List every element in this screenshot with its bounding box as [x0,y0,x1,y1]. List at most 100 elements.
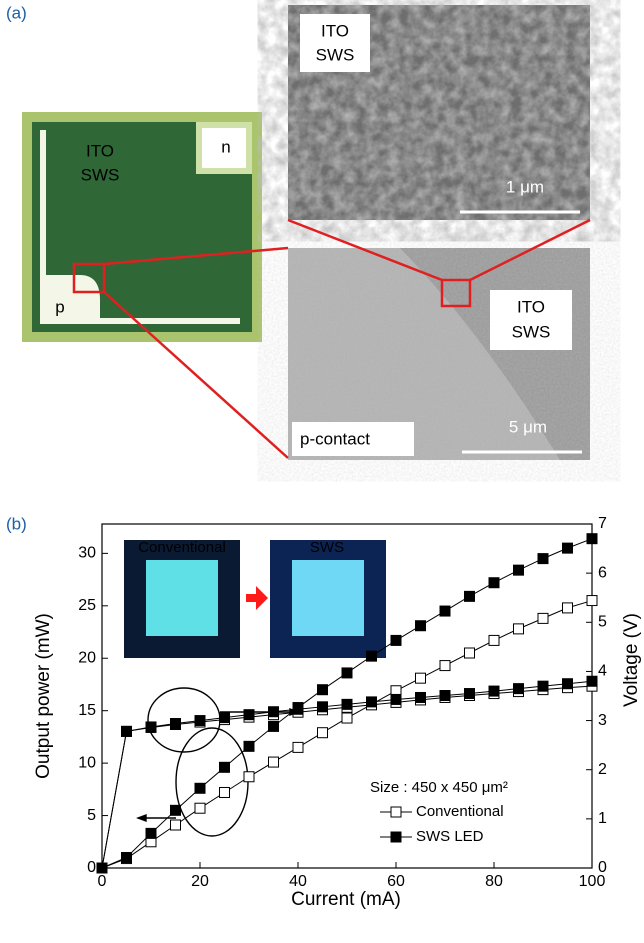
marker [293,704,303,714]
marker [489,635,499,645]
marker [122,726,132,736]
marker [391,694,401,704]
marker [269,757,279,767]
marker [465,648,475,658]
marker [538,554,548,564]
sem-region-text: SWS [316,45,355,64]
marker [514,624,524,634]
marker [342,668,352,678]
y-axis-label: Output power (mW) [33,613,54,779]
marker [122,853,132,863]
y2-tick-label: 4 [598,663,607,680]
n-pad-label: n [221,137,230,156]
marker [587,596,597,606]
marker [538,613,548,623]
chip-region-text: SWS [81,165,120,184]
panel-label: (b) [6,514,27,533]
y2-tick-label: 0 [598,859,607,876]
y-tick-label: 30 [78,545,96,562]
marker [514,565,524,575]
marker [220,762,230,772]
sem-region-text: SWS [512,322,551,341]
marker [587,534,597,544]
y2-axis-label: Voltage (V) [621,613,642,707]
sem-region-text: ITO [517,297,545,316]
marker [465,689,475,699]
legend-marker [391,807,401,817]
x-tick-label: 20 [191,873,209,890]
inset-label: Conventional [138,539,226,556]
marker [195,783,205,793]
x-tick-label: 40 [289,873,307,890]
marker [269,721,279,731]
marker [489,686,499,696]
marker [146,722,156,732]
marker [563,679,573,689]
marker [293,742,303,752]
figure: (a) ITO SWS n p ITO SWS 1 μm ITO SWS p-c… [0,0,644,938]
marker [440,606,450,616]
y-tick-label: 5 [87,807,96,824]
y2-tick-label: 5 [598,614,607,631]
marker [171,820,181,830]
marker [97,863,107,873]
marker [538,681,548,691]
marker [342,713,352,723]
marker [416,692,426,702]
marker [440,691,450,701]
marker [244,741,254,751]
y2-tick-label: 3 [598,712,607,729]
marker [146,828,156,838]
y2-tick-label: 2 [598,761,607,778]
marker [465,591,475,601]
marker [244,710,254,720]
inset-label: SWS [310,539,344,556]
marker [318,702,328,712]
marker [342,699,352,709]
marker [171,805,181,815]
marker [587,676,597,686]
marker [391,635,401,645]
marker [489,578,499,588]
marker [318,685,328,695]
legend-label: SWS LED [416,828,484,845]
marker [220,787,230,797]
marker [171,719,181,729]
marker [195,803,205,813]
y2-tick-label: 7 [598,515,607,532]
y2-tick-label: 1 [598,810,607,827]
legend-label: Conventional [416,803,504,820]
y2-tick-label: 6 [598,564,607,581]
y-tick-label: 15 [78,702,96,719]
marker [195,716,205,726]
x-tick-label: 80 [485,873,503,890]
sem-region-text: ITO [321,21,349,40]
inset-photos [124,540,386,658]
marker [244,772,254,782]
x-tick-label: 0 [98,873,107,890]
marker [367,697,377,707]
marker [220,713,230,723]
contact-label: p-contact [300,429,370,448]
y-tick-label: 25 [78,597,96,614]
panel-label: (a) [6,3,27,22]
scale-label: 5 μm [509,417,547,436]
marker [269,707,279,717]
chip-region-text: ITO [86,141,114,160]
marker [563,603,573,613]
y-tick-label: 0 [87,859,96,876]
marker [318,728,328,738]
marker [563,543,573,553]
y-tick-label: 10 [78,754,96,771]
marker [514,684,524,694]
p-pad-label: p [55,297,64,316]
scale-label: 1 μm [506,177,544,196]
x-tick-label: 60 [387,873,405,890]
marker [416,621,426,631]
marker [416,673,426,683]
legend-marker [391,832,401,842]
x-axis-label: Current (mA) [291,889,401,910]
y-tick-label: 20 [78,649,96,666]
marker [367,651,377,661]
marker [440,661,450,671]
